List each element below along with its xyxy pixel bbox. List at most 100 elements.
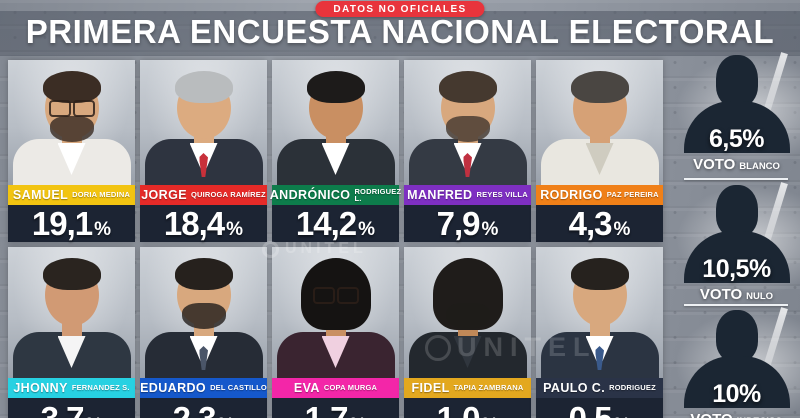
candidate-percentage: 7,9 % xyxy=(404,205,531,242)
candidate-percentage: 4,3 % xyxy=(536,205,663,242)
candidate-card: PAULO C. RODRIGUEZ 0,5 % xyxy=(536,247,663,418)
candidate-surname: PAZ PEREIRA xyxy=(606,190,659,200)
candidate-first-name: RODRIGO xyxy=(540,187,603,202)
percentage-value: 18,4 xyxy=(163,205,225,242)
avatar-beard xyxy=(49,116,94,142)
candidate-percentage: 3,7 % xyxy=(8,398,135,418)
percentage-value: 1,0 xyxy=(436,399,481,418)
silhouette-head xyxy=(715,55,758,107)
candidate-photo xyxy=(8,247,135,378)
candidate-card: EVA COPA MURGA 1,7 % xyxy=(272,247,399,418)
avatar-beard xyxy=(445,116,490,142)
candidate-first-name: FIDEL xyxy=(411,380,450,395)
candidate-percentage: 19,1 % xyxy=(8,205,135,242)
candidate-name-banner: JORGE QUIROGA RAMÍREZ xyxy=(140,185,267,205)
percentage-value: 1,7 xyxy=(304,399,349,418)
voto-indeciso-item: 10% VOTO INDECISO xyxy=(665,302,800,418)
candidate-card: SAMUEL DORIA MEDINA 19,1 % xyxy=(8,60,135,242)
avatar-hair xyxy=(174,71,233,103)
percentage-value: 4,3 xyxy=(568,205,613,242)
candidate-photo xyxy=(140,247,267,378)
candidate-name-banner: SAMUEL DORIA MEDINA xyxy=(8,185,135,205)
avatar-hair xyxy=(438,71,497,103)
candidate-name-banner: RODRIGO PAZ PEREIRA xyxy=(536,185,663,205)
percent-sign: % xyxy=(613,219,631,240)
percentage-value: 14,2 xyxy=(295,205,357,242)
candidate-surname: FERNANDEZ S. xyxy=(71,383,130,393)
candidate-percentage: 1,0 % xyxy=(404,398,531,418)
candidate-percentage: 18,4 % xyxy=(140,205,267,242)
candidate-card: JORGE QUIROGA RAMÍREZ 18,4 % xyxy=(140,60,267,242)
percent-sign: % xyxy=(481,416,498,418)
percent-sign: % xyxy=(613,416,630,418)
candidate-photo xyxy=(140,60,267,185)
candidate-percentage: 2,3 % xyxy=(140,398,267,418)
avatar-hair xyxy=(42,258,101,290)
candidate-percentage: 14,2 % xyxy=(272,205,399,242)
avatar-tie xyxy=(199,153,208,177)
avatar-hair xyxy=(174,258,233,290)
candidate-photo xyxy=(272,60,399,185)
avatar-glasses xyxy=(312,287,360,304)
candidate-photo xyxy=(272,247,399,378)
voto-percentage: 6,5% xyxy=(709,125,764,153)
candidate-card: EDUARDO DEL CASTILLO 2,3 % xyxy=(140,247,267,418)
candidate-first-name: EDUARDO xyxy=(140,380,207,395)
percent-sign: % xyxy=(349,416,366,418)
avatar-hair xyxy=(306,71,365,103)
percentage-value: 0,5 xyxy=(568,399,613,418)
candidate-name-banner: JHONNY FERNANDEZ S. xyxy=(8,378,135,398)
avatar-glasses xyxy=(48,100,96,117)
voto-kind: BLANCO xyxy=(739,161,780,172)
candidate-card: JHONNY FERNANDEZ S. 3,7 % xyxy=(8,247,135,418)
candidate-first-name: JHONNY xyxy=(13,380,68,395)
candidate-surname: QUIROGA RAMÍREZ xyxy=(190,190,266,200)
candidate-first-name: PAULO C. xyxy=(543,380,606,395)
voto-nulo-item: 10,5% VOTO NULO xyxy=(665,177,800,302)
candidate-photo xyxy=(8,60,135,185)
candidate-surname: RODRIGUEZ L. xyxy=(354,186,402,203)
anonymous-voter-silhouette: 10,5% xyxy=(665,177,800,291)
candidate-name-banner: MANFRED REYES VILLA xyxy=(404,185,531,205)
avatar-hair xyxy=(300,258,371,330)
percent-sign: % xyxy=(481,219,499,240)
voto-blanco-item: 6,5% VOTO BLANCO xyxy=(665,47,800,172)
candidate-first-name: ANDRÓNICO xyxy=(269,187,351,202)
unofficial-data-badge: DATOS NO OFICIALES xyxy=(315,1,485,17)
candidate-surname: DORIA MEDINA xyxy=(72,190,131,200)
candidate-name-banner: ANDRÓNICO RODRIGUEZ L. xyxy=(269,185,402,205)
candidate-card: MANFRED REYES VILLA 7,9 % xyxy=(404,60,531,242)
anonymous-voter-silhouette: 10% xyxy=(665,302,800,416)
avatar-tie xyxy=(199,346,208,370)
candidate-first-name: JORGE xyxy=(141,187,187,202)
candidate-surname: REYES VILLA xyxy=(476,190,528,200)
candidate-name-banner: EVA COPA MURGA xyxy=(272,378,399,398)
candidates-row-2: JHONNY FERNANDEZ S. 3,7 % EDUARDO DEL CA… xyxy=(8,247,663,418)
candidate-card: FIDEL TAPIA ZAMBRANA 1,0 % xyxy=(404,247,531,418)
avatar-beard xyxy=(181,303,226,329)
candidate-card: RODRIGO PAZ PEREIRA 4,3 % xyxy=(536,60,663,242)
candidate-first-name: SAMUEL xyxy=(12,187,69,202)
avatar-beard xyxy=(445,303,490,329)
avatar-tie xyxy=(463,153,472,177)
percentage-value: 2,3 xyxy=(172,399,217,418)
candidate-surname: DEL CASTILLO xyxy=(210,383,267,393)
candidate-percentage: 1,7 % xyxy=(272,398,399,418)
candidate-surname: COPA MURGA xyxy=(323,383,378,393)
candidate-photo xyxy=(536,60,663,185)
candidate-name-banner: FIDEL TAPIA ZAMBRANA xyxy=(404,378,531,398)
anonymous-voter-silhouette: 6,5% xyxy=(665,47,800,161)
voto-kind: NULO xyxy=(746,291,774,302)
candidate-percentage: 0,5 % xyxy=(536,398,663,418)
candidate-first-name: EVA xyxy=(293,380,320,395)
avatar-hair xyxy=(42,71,101,103)
avatar-hair xyxy=(570,258,629,290)
voto-percentage: 10,5% xyxy=(702,255,771,283)
percent-sign: % xyxy=(94,219,112,240)
percentage-value: 3,7 xyxy=(40,399,85,418)
percent-sign: % xyxy=(85,416,102,418)
voto-percentage: 10% xyxy=(712,380,761,408)
percentage-value: 19,1 xyxy=(31,205,93,242)
page-title: PRIMERA ENCUESTA NACIONAL ELECTORAL xyxy=(25,13,775,50)
